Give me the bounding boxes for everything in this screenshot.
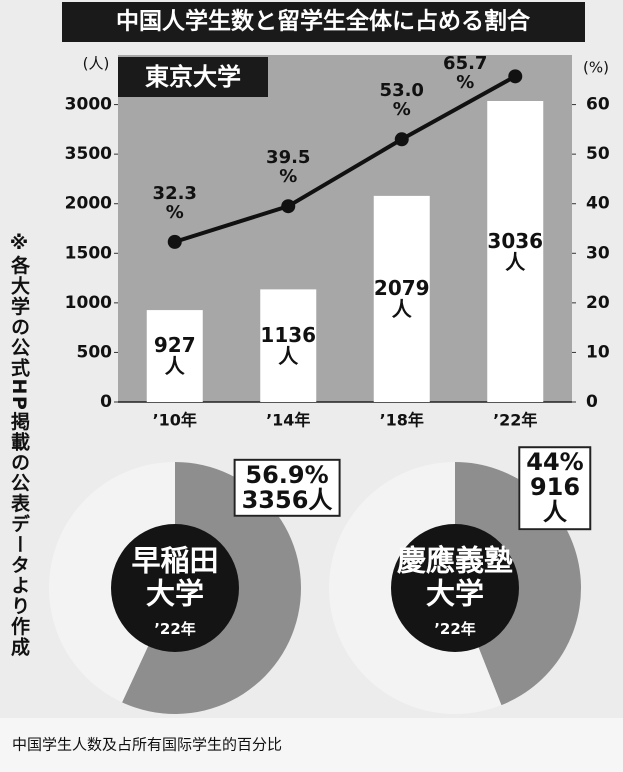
x-tick-label: ’22年 — [493, 411, 537, 430]
y2-tick-label: 30 — [586, 243, 610, 263]
pie-value-label: 56.9% 3356人 — [233, 458, 341, 518]
bar-label: 2079 人 — [373, 275, 430, 321]
pie-title: 早稲田 大学 — [131, 543, 219, 611]
y-tick-label: 2000 — [65, 194, 112, 214]
subtitle-box — [118, 57, 268, 97]
note: ※各大学の公式HP掲載の公表データより作成 — [8, 232, 30, 658]
y-tick-label: 1500 — [65, 243, 112, 263]
bar-label: 1136 人 — [260, 322, 317, 368]
caption: 中国学生人数及占所有国际学生的百分比 — [12, 736, 282, 754]
y2-tick-label: 40 — [586, 194, 610, 214]
subtitle: 東京大学 — [145, 63, 241, 91]
x-tick-label: ’14年 — [266, 411, 310, 430]
pie-center — [111, 524, 239, 652]
y-axis-label: (人) — [83, 55, 110, 73]
point — [508, 69, 523, 84]
point-label: 53.0 % — [379, 80, 424, 121]
x-tick-label: ’18年 — [380, 411, 424, 430]
point — [281, 199, 296, 214]
pie-title: 慶應義塾 大学 — [396, 543, 514, 611]
point-label: 39.5 % — [266, 147, 311, 188]
y2-tick-label: 60 — [586, 95, 610, 115]
y-tick-label: 1000 — [65, 293, 112, 313]
point-label: 65.7 % — [443, 53, 488, 94]
y2-tick-label: 10 — [586, 342, 610, 362]
y2-tick-label: 50 — [586, 144, 610, 164]
y-tick-label: 3500 — [65, 144, 112, 164]
pie-subtitle: ’22年 — [154, 620, 196, 639]
bar-label: 927 人 — [153, 333, 196, 379]
y2-tick-label: 0 — [586, 392, 598, 412]
line — [174, 74, 517, 244]
y-tick-label: 0 — [100, 392, 112, 412]
y-tick-label: 500 — [77, 342, 113, 362]
x-tick-label: ’10年 — [153, 411, 197, 430]
title: 中国人学生数と留学生全体に占める割合 — [116, 8, 531, 35]
y-tick-label: 3000 — [65, 95, 112, 115]
point — [394, 132, 409, 147]
bar — [146, 310, 203, 402]
caption-strip — [0, 718, 623, 772]
point-label: 32.3 % — [152, 182, 197, 223]
bar — [373, 195, 430, 402]
y2-axis-label: (%) — [583, 59, 609, 77]
bar — [487, 101, 544, 402]
bar-label: 3036 人 — [487, 228, 544, 274]
bar — [260, 289, 317, 402]
pie-value-label: 44% 916人 — [518, 446, 592, 530]
point — [167, 234, 182, 249]
y2-tick-label: 20 — [586, 293, 610, 313]
pie-center — [391, 524, 519, 652]
pie-subtitle: ’22年 — [434, 620, 476, 639]
title-banner — [62, 2, 585, 42]
